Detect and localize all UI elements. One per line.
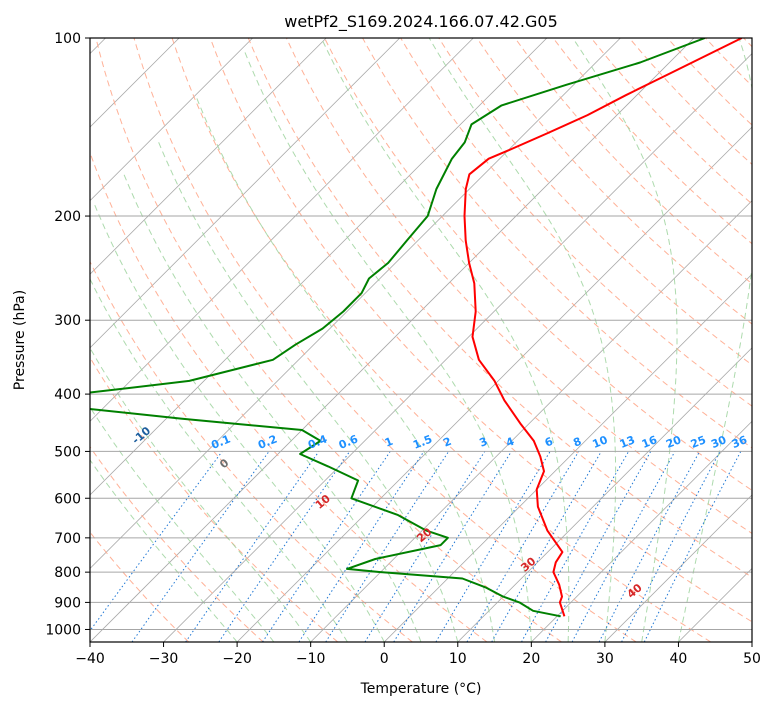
y-tick-label: 300 bbox=[54, 313, 81, 329]
x-axis-title: Temperature (°C) bbox=[360, 681, 482, 697]
x-tick-label: −40 bbox=[75, 651, 105, 667]
x-tick-label: 10 bbox=[449, 651, 467, 667]
y-tick-label: 800 bbox=[54, 565, 81, 581]
x-tick-label: −30 bbox=[149, 651, 179, 667]
x-tick-label: 30 bbox=[596, 651, 614, 667]
y-tick-label: 900 bbox=[54, 595, 81, 611]
x-tick-label: 50 bbox=[743, 651, 761, 667]
y-tick-label: 1000 bbox=[45, 622, 81, 638]
x-tick-label: −20 bbox=[222, 651, 252, 667]
y-axis-title: Pressure (hPa) bbox=[12, 290, 28, 390]
x-tick-label: −10 bbox=[296, 651, 326, 667]
y-tick-label: 600 bbox=[54, 491, 81, 507]
chart-title: wetPf2_S169.2024.166.07.42.G05 bbox=[284, 12, 558, 32]
y-tick-label: 500 bbox=[54, 444, 81, 460]
y-tick-label: 700 bbox=[54, 531, 81, 547]
y-tick-label: 100 bbox=[54, 31, 81, 47]
x-tick-label: 40 bbox=[670, 651, 688, 667]
y-tick-label: 200 bbox=[54, 209, 81, 225]
x-tick-label: 20 bbox=[522, 651, 540, 667]
x-tick-label: 0 bbox=[380, 651, 389, 667]
y-tick-label: 400 bbox=[54, 387, 81, 403]
